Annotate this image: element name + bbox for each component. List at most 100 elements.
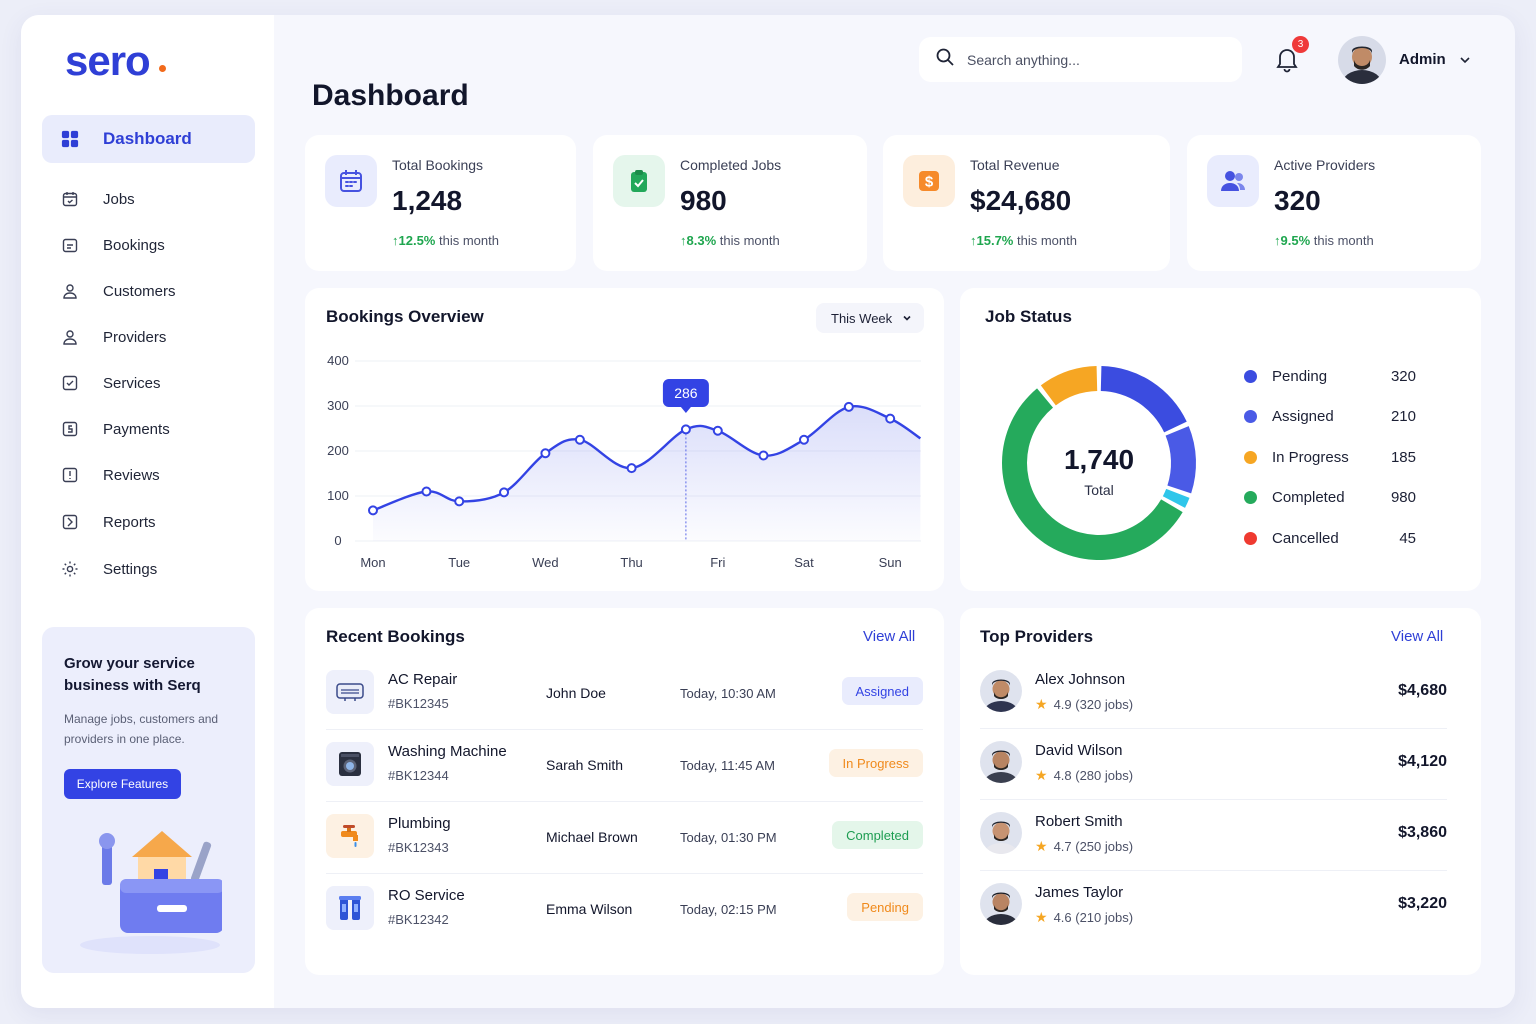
provider-name: Robert Smith bbox=[1035, 813, 1123, 830]
bookings-line-chart: 0 100 200 300 400 Mon Tue Wed Thu Fri Sat Sun 286 bbox=[327, 353, 922, 570]
provider-row[interactable]: James Taylor ★ 4.6 (210 jobs) $3,220 bbox=[980, 873, 1447, 943]
notification-bell-icon[interactable] bbox=[1274, 45, 1300, 78]
stat-delta: ↑12.5% this month bbox=[392, 233, 499, 248]
avatar bbox=[980, 812, 1022, 854]
table-row[interactable]: Plumbing #BK12343 Michael Brown Today, 0… bbox=[326, 804, 923, 876]
table-row[interactable]: AC Repair #BK12345 John Doe Today, 10:30… bbox=[326, 660, 923, 732]
explore-features-button[interactable]: Explore Features bbox=[64, 769, 181, 799]
sidebar-item-jobs[interactable]: Jobs bbox=[61, 187, 135, 211]
data-point[interactable] bbox=[680, 424, 691, 435]
table-row[interactable]: Washing Machine #BK12344 Sarah Smith Tod… bbox=[326, 732, 923, 804]
donut-slice-in-progress[interactable] bbox=[1040, 366, 1098, 406]
booking-customer: Emma Wilson bbox=[546, 901, 633, 917]
tooltip-box bbox=[662, 379, 709, 407]
data-point[interactable] bbox=[368, 505, 378, 516]
delta-arrow-up-icon: ↑ bbox=[392, 233, 399, 248]
promo-text: Manage jobs, customers and providers in … bbox=[64, 712, 219, 746]
donut-slice-completed[interactable] bbox=[1002, 388, 1183, 560]
x-tick-label: Mon bbox=[360, 555, 385, 570]
y-tick-label: 300 bbox=[327, 398, 349, 413]
data-point[interactable] bbox=[712, 425, 723, 436]
donut-slice-pending[interactable] bbox=[1100, 366, 1187, 433]
user-name[interactable]: Admin bbox=[1399, 51, 1446, 68]
y-tick-label: 100 bbox=[327, 488, 349, 503]
dollar-icon: $ bbox=[903, 155, 955, 207]
users-icon bbox=[1207, 155, 1259, 207]
provider-row[interactable]: David Wilson ★ 4.8 (280 jobs) $4,120 bbox=[980, 731, 1447, 801]
sidebar-item-providers[interactable]: Providers bbox=[61, 325, 166, 349]
water-filter-icon bbox=[326, 886, 374, 930]
y-tick-label: 400 bbox=[327, 353, 349, 368]
donut-slice-assigned[interactable] bbox=[1165, 426, 1196, 494]
booking-id: #BK12344 bbox=[388, 768, 449, 783]
sidebar-item-reports[interactable]: Reports bbox=[61, 510, 156, 534]
sidebar-item-bookings[interactable]: Bookings bbox=[61, 233, 165, 257]
top-providers-card: Top Providers View All Alex Johnson ★ 4.9… bbox=[960, 608, 1481, 975]
sidebar-item-settings[interactable]: Settings bbox=[61, 557, 157, 581]
booking-service: Plumbing bbox=[388, 815, 451, 832]
sidebar-item-label: Providers bbox=[103, 328, 167, 346]
brand-logo[interactable]: sero bbox=[65, 37, 151, 84]
donut-center-label: Total bbox=[1084, 482, 1114, 498]
booking-time: Today, 11:45 AM bbox=[680, 758, 775, 773]
sidebar-item-customers[interactable]: Customers bbox=[61, 279, 176, 303]
x-tick-label: Wed bbox=[532, 555, 559, 570]
donut-slice-cancelled[interactable] bbox=[1162, 488, 1190, 508]
search-bar[interactable] bbox=[919, 37, 1242, 82]
data-point[interactable] bbox=[626, 463, 637, 474]
logo-dot bbox=[159, 65, 166, 72]
row-divider bbox=[326, 729, 923, 730]
provider-row[interactable]: Robert Smith ★ 4.7 (250 jobs) $3,860 bbox=[980, 802, 1447, 872]
data-point[interactable] bbox=[454, 496, 465, 507]
data-point[interactable] bbox=[885, 413, 896, 424]
view-all-providers-link[interactable]: View All bbox=[1391, 628, 1444, 645]
promo-card: Grow your service business with Serq Man… bbox=[42, 627, 255, 973]
sidebar-item-label: Reports bbox=[103, 513, 156, 531]
sidebar-item-dashboard[interactable]: Dashboard bbox=[61, 127, 192, 151]
provider-row[interactable]: Alex Johnson ★ 4.9 (320 jobs) $4,680 bbox=[980, 660, 1447, 730]
user-icon bbox=[61, 282, 79, 300]
sidebar-item-reviews[interactable]: Reviews bbox=[61, 463, 160, 487]
status-badge: In Progress bbox=[828, 749, 923, 777]
table-row[interactable]: RO Service #BK12342 Emma Wilson Today, 0… bbox=[326, 876, 923, 948]
star-icon: ★ bbox=[1035, 838, 1048, 854]
sidebar-item-payments[interactable]: Payments bbox=[61, 417, 170, 441]
stat-delta: ↑15.7% this month bbox=[970, 233, 1077, 248]
avatar bbox=[980, 883, 1022, 925]
delta-arrow-up-icon: ↑ bbox=[970, 233, 977, 248]
legend-dot bbox=[1244, 409, 1257, 423]
data-point[interactable] bbox=[799, 434, 809, 445]
data-point[interactable] bbox=[421, 486, 432, 497]
x-tick-label: Fri bbox=[710, 555, 725, 570]
stat-label: Total Revenue bbox=[970, 157, 1060, 173]
delta-percent: 15.7% bbox=[976, 233, 1014, 248]
y-tick-label: 200 bbox=[327, 443, 349, 458]
range-dropdown[interactable]: This Week bbox=[816, 303, 924, 333]
reports-icon bbox=[61, 513, 79, 531]
data-point[interactable] bbox=[758, 450, 769, 461]
clipboard-check-icon bbox=[613, 155, 665, 207]
data-point[interactable] bbox=[574, 434, 585, 445]
user-avatar[interactable] bbox=[1338, 36, 1386, 84]
view-all-bookings-link[interactable]: View All bbox=[863, 628, 916, 645]
search-input[interactable] bbox=[967, 51, 1217, 68]
washing-machine-icon bbox=[326, 742, 374, 786]
sidebar-item-label: Reviews bbox=[103, 466, 160, 484]
provider-earnings: $4,120 bbox=[1398, 753, 1447, 770]
data-point[interactable] bbox=[843, 401, 854, 412]
data-point[interactable] bbox=[540, 448, 551, 459]
legend-label: Pending bbox=[1272, 367, 1328, 385]
gear-icon bbox=[61, 560, 79, 578]
stat-card-total-bookings: Total Bookings 1,248 ↑12.5% this month bbox=[305, 135, 576, 271]
star-icon: ★ bbox=[1035, 767, 1048, 783]
sidebar-item-label: Dashboard bbox=[103, 129, 192, 148]
data-point[interactable] bbox=[499, 487, 510, 498]
calendar-icon bbox=[61, 236, 79, 254]
chart-series-line bbox=[372, 404, 922, 512]
legend-label: Assigned bbox=[1272, 407, 1334, 425]
sidebar-item-services[interactable]: Services bbox=[61, 371, 161, 395]
chevron-down-icon[interactable] bbox=[1459, 53, 1471, 71]
card-title: Recent Bookings bbox=[326, 627, 465, 646]
booking-customer: Michael Brown bbox=[546, 829, 638, 845]
rating-text: 4.6 (210 jobs) bbox=[1053, 910, 1134, 925]
